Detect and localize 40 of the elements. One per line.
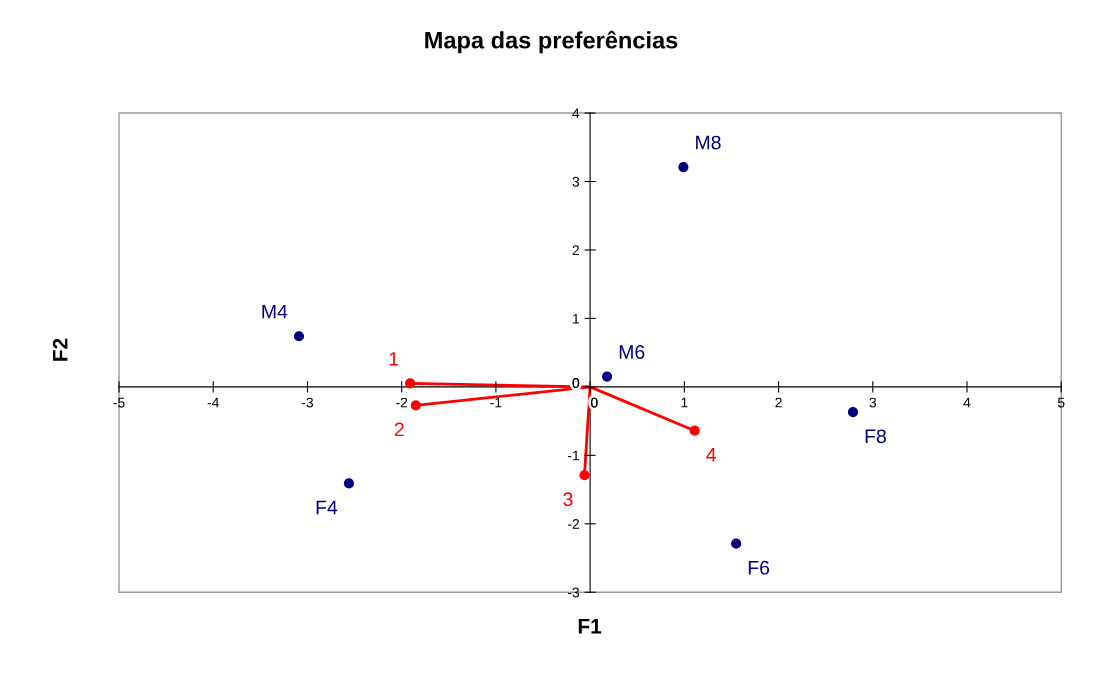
point <box>293 331 305 342</box>
x-tick-label: 2 <box>775 397 782 408</box>
y-tick-label: -2 <box>567 519 580 529</box>
y-tick-label: 3 <box>572 176 580 187</box>
annotation: 1 <box>389 352 399 366</box>
x-tick-label: -2 <box>396 397 408 408</box>
chart-title: Mapa das preferências <box>425 30 678 54</box>
x-tick-label: 3 <box>869 397 877 408</box>
annotation: F8 <box>865 429 886 444</box>
x-tick-label: 5 <box>1057 397 1065 408</box>
point <box>601 371 613 382</box>
point <box>410 400 421 411</box>
y-tick-label: 1 <box>573 313 580 324</box>
y-tick-label: 4 <box>572 108 580 119</box>
y-tick-label: 2 <box>572 245 580 255</box>
x-tick-label: -5 <box>113 397 125 408</box>
annotation: M4 <box>262 304 288 319</box>
annotation: F6 <box>748 560 770 575</box>
point <box>678 162 689 173</box>
annotation: 4 <box>706 448 717 462</box>
annotation: F4 <box>316 500 338 515</box>
annotation: M6 <box>619 345 645 359</box>
point <box>847 407 859 418</box>
x-axis-title: F1 <box>578 619 602 634</box>
x-tick-label: 1 <box>681 397 688 408</box>
y-tick-label: -3 <box>567 587 580 598</box>
x-tick-label: -4 <box>207 397 220 408</box>
x-tick-label: 0 <box>590 397 598 408</box>
annotation: 2 <box>394 422 404 437</box>
point <box>731 538 742 549</box>
y-axis-title: F2 <box>52 338 68 361</box>
point <box>579 470 590 481</box>
y-tick-label: -1 <box>567 450 580 461</box>
point <box>689 425 700 436</box>
x-tick-label: -3 <box>301 397 314 408</box>
point <box>405 378 416 389</box>
x-tick-label: 4 <box>963 397 971 408</box>
annotation: M8 <box>696 135 721 150</box>
x-tick-label: -1 <box>490 397 502 408</box>
point <box>343 478 355 489</box>
